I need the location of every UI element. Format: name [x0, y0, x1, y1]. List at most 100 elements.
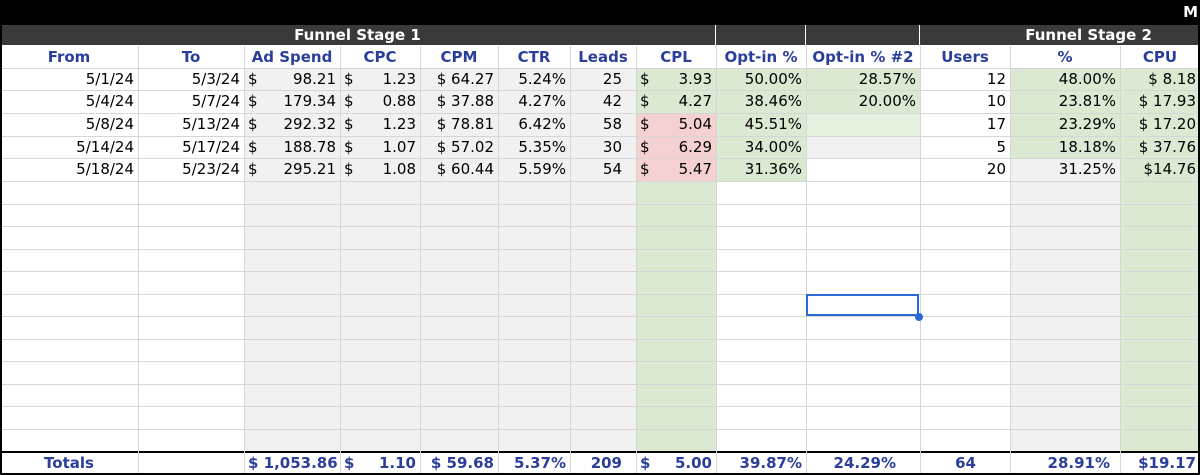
- header-ad-spend[interactable]: Ad Spend: [251, 48, 333, 66]
- gridline: [806, 46, 807, 475]
- totals-cpc[interactable]: $1.10: [344, 454, 416, 472]
- cell-optin[interactable]: 50.00%: [744, 70, 802, 88]
- cell-value: 3.93: [678, 70, 712, 88]
- cell-users[interactable]: 12: [986, 70, 1006, 88]
- cell-ad-spend[interactable]: $179.34: [244, 90, 340, 112]
- cell-optin2[interactable]: 28.57%: [858, 70, 916, 88]
- cell-pct[interactable]: 18.18%: [1058, 138, 1116, 156]
- cell-from[interactable]: 5/4/24: [85, 92, 134, 110]
- totals-ad-spend[interactable]: $ 1,053.86: [248, 454, 338, 472]
- header-cpm[interactable]: CPM: [440, 48, 478, 66]
- cell-ctr[interactable]: 6.42%: [518, 115, 566, 133]
- header-users[interactable]: Users: [941, 48, 989, 66]
- cell-cpm[interactable]: $ 60.44: [436, 160, 494, 178]
- cell-cpu[interactable]: $ 17.93: [1138, 92, 1196, 110]
- cell-cpl[interactable]: $5.47: [636, 158, 716, 180]
- currency-symbol: $: [344, 160, 354, 178]
- cell-leads[interactable]: 25: [602, 70, 622, 88]
- cell-ad-spend[interactable]: $292.32: [244, 113, 340, 135]
- cell-pct[interactable]: 23.29%: [1058, 115, 1116, 133]
- cell-from[interactable]: 5/8/24: [85, 115, 134, 133]
- cell-optin[interactable]: 31.36%: [744, 160, 802, 178]
- cell-optin[interactable]: 34.00%: [744, 138, 802, 156]
- cell-cpm[interactable]: $ 64.27: [436, 70, 494, 88]
- cell-cpu[interactable]: $14.76: [1143, 160, 1197, 178]
- cell-cpu[interactable]: $ 8.18: [1148, 70, 1196, 88]
- cell-pct[interactable]: 48.00%: [1058, 70, 1116, 88]
- cell-cpc[interactable]: $1.23: [340, 68, 420, 90]
- header-cpu[interactable]: CPU: [1142, 48, 1178, 66]
- cell-ctr[interactable]: 5.24%: [518, 70, 566, 88]
- cell-from[interactable]: 5/1/24: [85, 70, 134, 88]
- header-optin2[interactable]: Opt-in % #2: [812, 48, 914, 66]
- cell-cpc[interactable]: $0.88: [340, 90, 420, 112]
- cell-users[interactable]: 17: [986, 115, 1006, 133]
- header-pct[interactable]: %: [1057, 48, 1073, 66]
- cell-pct[interactable]: 31.25%: [1058, 160, 1116, 178]
- header-from[interactable]: From: [47, 48, 91, 66]
- cell-cpl[interactable]: $4.27: [636, 90, 716, 112]
- cell-cpm[interactable]: $ 57.02: [436, 138, 494, 156]
- cell-optin[interactable]: 38.46%: [744, 92, 802, 110]
- header-cpc[interactable]: CPC: [363, 48, 397, 66]
- cell-leads[interactable]: 30: [602, 138, 622, 156]
- cell-leads[interactable]: 58: [602, 115, 622, 133]
- fill-handle[interactable]: [915, 313, 923, 321]
- cell-ctr[interactable]: 5.35%: [518, 138, 566, 156]
- totals-cpl[interactable]: $5.00: [640, 454, 712, 472]
- cell-ad-spend[interactable]: $295.21: [244, 158, 340, 180]
- gridline: [0, 384, 1200, 385]
- totals-cpu[interactable]: $19.17: [1138, 454, 1196, 472]
- cell-pct[interactable]: 23.81%: [1058, 92, 1116, 110]
- cell-ctr[interactable]: 5.59%: [518, 160, 566, 178]
- totals-optin[interactable]: 39.87%: [739, 454, 802, 472]
- currency-symbol: $: [344, 115, 354, 133]
- totals-pct[interactable]: 28.91%: [1047, 454, 1110, 472]
- cell-to[interactable]: 5/3/24: [191, 70, 240, 88]
- cell-cpc[interactable]: $1.07: [340, 136, 420, 158]
- cell-cpu[interactable]: $ 17.20: [1138, 115, 1196, 133]
- cell-to[interactable]: 5/23/24: [182, 160, 240, 178]
- header-ctr[interactable]: CTR: [517, 48, 551, 66]
- cell-optin2[interactable]: [806, 136, 920, 158]
- cell-optin2[interactable]: 20.00%: [858, 92, 916, 110]
- cell-ad-spend[interactable]: $188.78: [244, 136, 340, 158]
- cell-cpl[interactable]: $6.29: [636, 136, 716, 158]
- header-to[interactable]: To: [181, 48, 201, 66]
- currency-symbol: $: [344, 92, 354, 110]
- totals-users[interactable]: 64: [955, 454, 976, 472]
- cell-users[interactable]: 5: [996, 138, 1006, 156]
- cell-users[interactable]: 10: [986, 92, 1006, 110]
- cell-to[interactable]: 5/7/24: [191, 92, 240, 110]
- selected-cell[interactable]: [806, 294, 919, 316]
- cell-cpc[interactable]: $1.23: [340, 113, 420, 135]
- cell-cpm[interactable]: $ 78.81: [436, 115, 494, 133]
- cell-cpu[interactable]: $ 37.76: [1138, 138, 1196, 156]
- cell-from[interactable]: 5/14/24: [76, 138, 134, 156]
- cell-optin2[interactable]: [806, 113, 920, 135]
- cell-ctr[interactable]: 4.27%: [518, 92, 566, 110]
- cell-cpl[interactable]: $5.04: [636, 113, 716, 135]
- cell-cpl[interactable]: $3.93: [636, 68, 716, 90]
- header-leads[interactable]: Leads: [578, 48, 628, 66]
- totals-cpm[interactable]: $ 59.68: [430, 454, 494, 472]
- gridline: [570, 46, 571, 475]
- totals-leads[interactable]: 209: [590, 454, 622, 472]
- cell-optin2[interactable]: [806, 158, 920, 180]
- cell-leads[interactable]: 42: [602, 92, 622, 110]
- totals-ctr[interactable]: 5.37%: [513, 454, 566, 472]
- header-cpl[interactable]: CPL: [660, 48, 692, 66]
- cell-from[interactable]: 5/18/24: [76, 160, 134, 178]
- cell-to[interactable]: 5/13/24: [182, 115, 240, 133]
- cell-leads[interactable]: 54: [602, 160, 622, 178]
- totals-label[interactable]: Totals: [44, 454, 94, 472]
- totals-optin2[interactable]: 24.29%: [833, 454, 896, 472]
- cell-optin[interactable]: 45.51%: [744, 115, 802, 133]
- cell-to[interactable]: 5/17/24: [182, 138, 240, 156]
- cell-ad-spend[interactable]: $98.21: [244, 68, 340, 90]
- header-optin[interactable]: Opt-in %: [724, 48, 798, 66]
- cell-cpm[interactable]: $ 37.88: [436, 92, 494, 110]
- cell-users[interactable]: 20: [986, 160, 1006, 178]
- cell-cpc[interactable]: $1.08: [340, 158, 420, 180]
